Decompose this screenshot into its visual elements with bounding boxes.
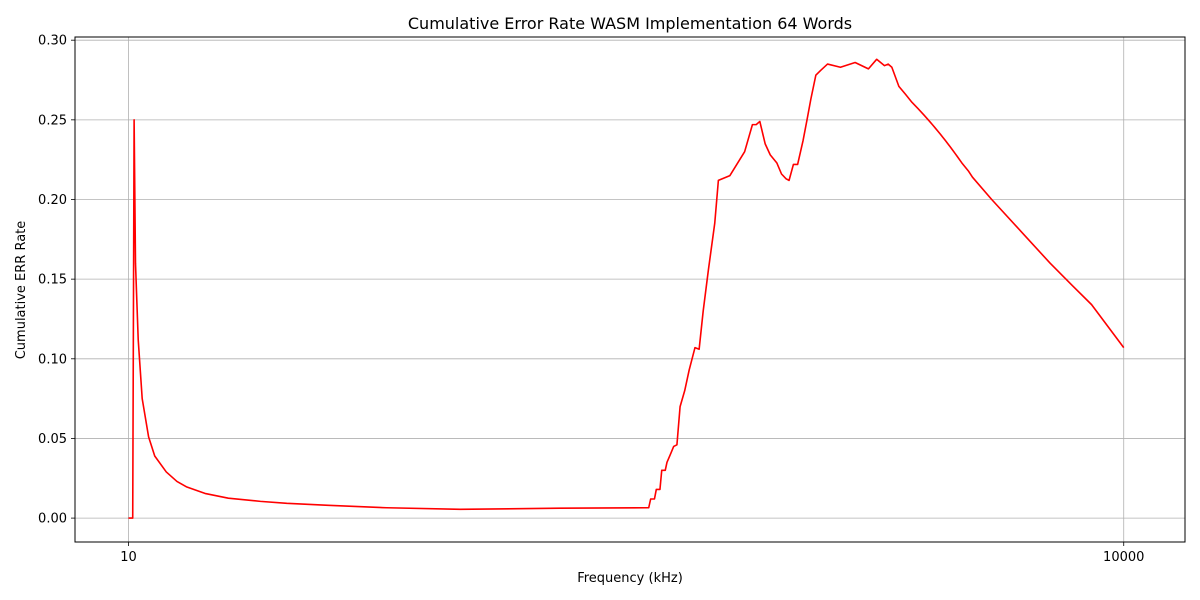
plot-area-frame: [74, 36, 1186, 543]
x-tick-label: 10: [120, 550, 137, 565]
y-tick-label: 0.20: [38, 193, 67, 208]
chart-title: Cumulative Error Rate WASM Implementatio…: [408, 14, 852, 33]
y-tick-label: 0.10: [38, 352, 67, 367]
grid-lines: [75, 37, 1185, 542]
y-tick-label: 0.25: [38, 113, 67, 128]
series-layer: [128, 58, 1125, 519]
y-tick-label: 0.15: [38, 273, 67, 288]
y-tick-label: 0.05: [38, 432, 67, 447]
x-axis-ticks: 10 10000: [120, 542, 1144, 565]
y-axis-ticks: 0.00 0.05 0.10 0.15 0.20 0.25 0.30: [38, 34, 75, 527]
y-tick-label: 0.00: [38, 512, 67, 527]
series-line: [128, 58, 1125, 519]
y-tick-label: 0.30: [38, 34, 67, 49]
x-tick-label: 10000: [1103, 550, 1144, 565]
x-axis-label: Frequency (kHz): [577, 571, 683, 586]
y-axis-label: Cumulative ERR Rate: [14, 221, 29, 360]
